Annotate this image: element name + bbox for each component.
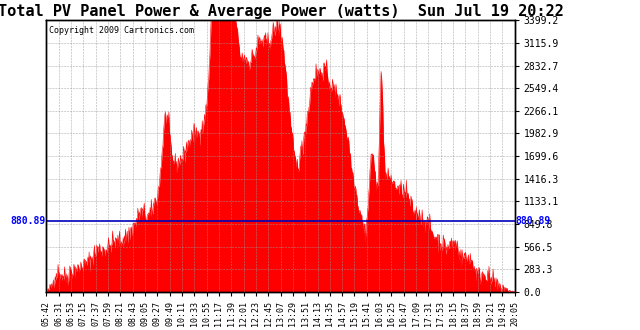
Text: 880.89: 880.89 [11, 216, 46, 226]
Title: Total PV Panel Power & Average Power (watts)  Sun Jul 19 20:22: Total PV Panel Power & Average Power (wa… [0, 4, 563, 19]
Text: Copyright 2009 Cartronics.com: Copyright 2009 Cartronics.com [49, 26, 194, 35]
Text: 880.89: 880.89 [515, 216, 550, 226]
